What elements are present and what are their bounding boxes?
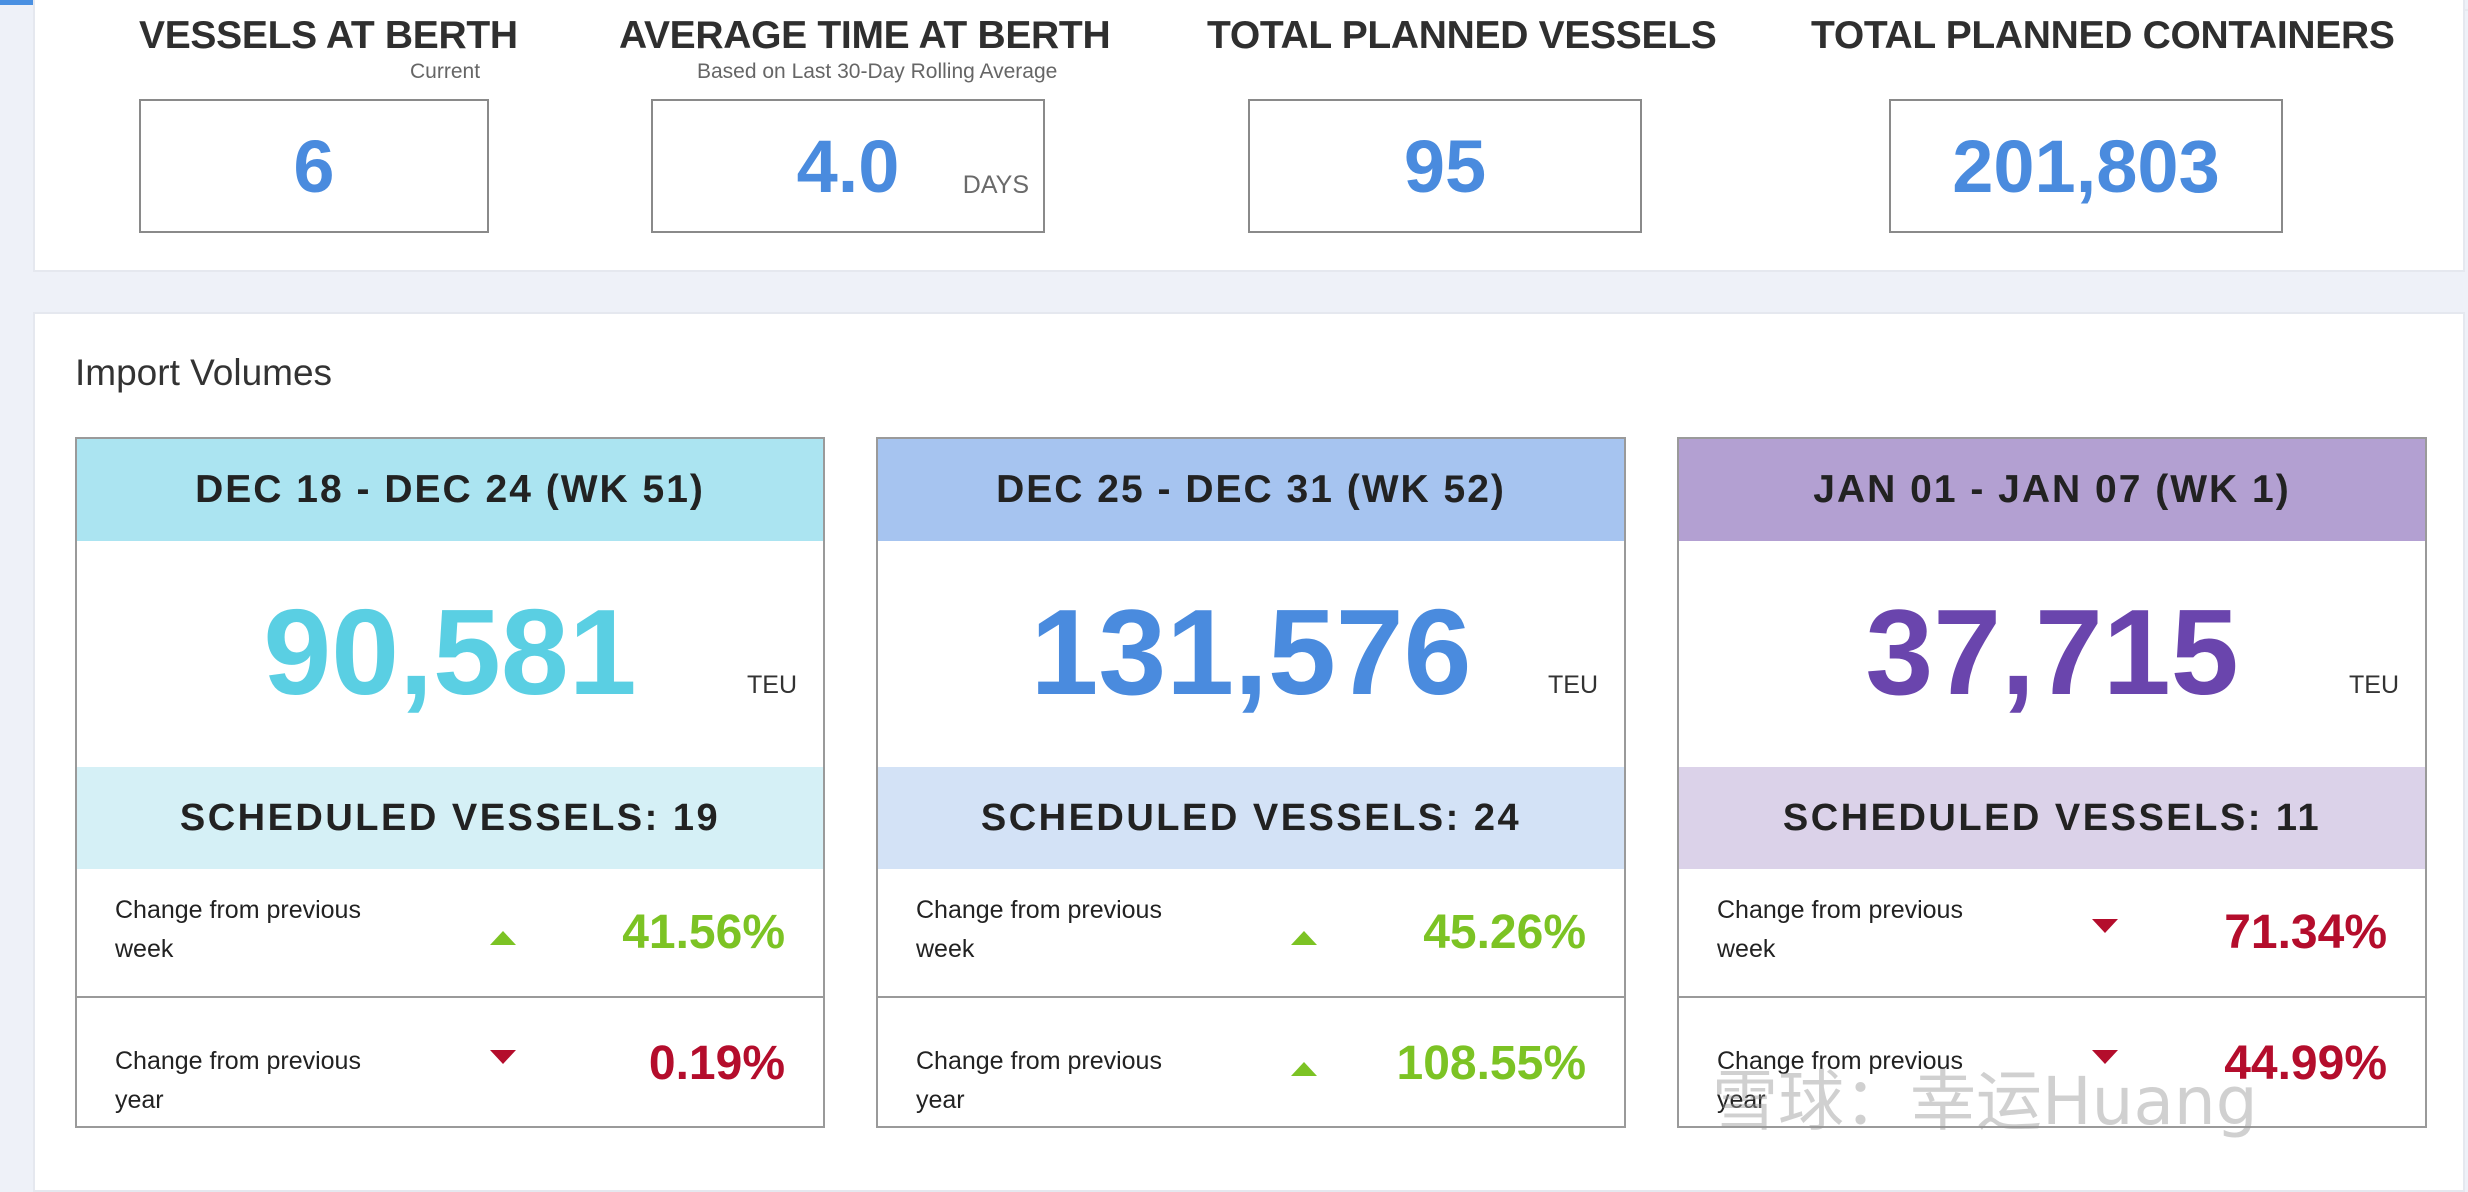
trend-up-icon [1291, 1062, 1317, 1076]
change-row-year: Change from previous year 108.55% [878, 996, 1624, 1125]
change-label: Change from previous week [916, 896, 1162, 963]
stat-value: 4.0 [796, 124, 900, 208]
week-card-wk52: DEC 25 - DEC 31 (WK 52) 131,576 TEU SCHE… [876, 437, 1626, 1128]
change-value: 71.34% [2224, 906, 2387, 959]
week-volume-value: 131,576 [1030, 584, 1472, 720]
stat-value-box: 6 [139, 99, 489, 233]
week-volume-unit: TEU [747, 671, 797, 699]
change-row-week: Change from previous week 71.34% [1679, 869, 2425, 996]
trend-down-icon [2092, 1050, 2118, 1064]
week-volume-area: 37,715 TEU [1679, 541, 2425, 767]
change-row-year: Change from previous year 0.19% [77, 996, 823, 1125]
stat-value-box: 95 [1248, 99, 1642, 233]
week-header: DEC 18 - DEC 24 (WK 51) [77, 439, 823, 541]
stat-title: AVERAGE TIME AT BERTH [619, 14, 1111, 57]
section-title: Import Volumes [75, 352, 333, 393]
change-row-year: Change from previous year 44.99% [1679, 996, 2425, 1125]
week-volume-area: 90,581 TEU [77, 541, 823, 767]
scheduled-vessels: SCHEDULED VESSELS: 11 [1679, 767, 2425, 869]
trend-up-icon [490, 931, 516, 945]
change-value: 44.99% [2224, 1037, 2387, 1090]
change-value: 0.19% [648, 1037, 785, 1090]
stat-subtitle: Based on Last 30-Day Rolling Average [697, 60, 1058, 83]
stat-value: 6 [293, 124, 335, 208]
change-label: Change from previous year [1717, 1047, 1963, 1114]
week-header: JAN 01 - JAN 07 (WK 1) [1679, 439, 2425, 541]
change-value: 108.55% [1396, 1037, 1587, 1090]
change-row-week: Change from previous week 41.56% [77, 869, 823, 996]
stat-value: 201,803 [1952, 124, 2220, 208]
stat-title: TOTAL PLANNED CONTAINERS [1811, 14, 2395, 57]
trend-up-icon [1291, 931, 1317, 945]
stat-title: VESSELS AT BERTH [139, 14, 518, 57]
summary-panel: VESSELS AT BERTH Current 6 AVERAGE TIME … [33, 0, 2465, 272]
change-label: Change from previous year [916, 1047, 1162, 1114]
import-volumes-panel: Import Volumes DEC 18 - DEC 24 (WK 51) 9… [33, 312, 2465, 1192]
week-volume-value: 37,715 [1865, 584, 2239, 720]
week-header: DEC 25 - DEC 31 (WK 52) [878, 439, 1624, 541]
scheduled-vessels: SCHEDULED VESSELS: 24 [878, 767, 1624, 869]
trend-down-icon [2092, 919, 2118, 933]
week-card-wk1: JAN 01 - JAN 07 (WK 1) 37,715 TEU SCHEDU… [1677, 437, 2427, 1128]
change-label: Change from previous week [1717, 896, 1963, 963]
change-value: 41.56% [622, 906, 785, 959]
week-volume-area: 131,576 TEU [878, 541, 1624, 767]
stat-value-box: 201,803 [1889, 99, 2283, 233]
stat-value-box: 4.0 DAYS [651, 99, 1045, 233]
week-volume-unit: TEU [1548, 671, 1598, 699]
stat-unit: DAYS [962, 171, 1029, 199]
change-value: 45.26% [1423, 906, 1586, 959]
change-row-week: Change from previous week 45.26% [878, 869, 1624, 996]
week-card-wk51: DEC 18 - DEC 24 (WK 51) 90,581 TEU SCHED… [75, 437, 825, 1128]
scheduled-vessels: SCHEDULED VESSELS: 19 [77, 767, 823, 869]
stat-value: 95 [1403, 124, 1487, 208]
week-volume-unit: TEU [2349, 671, 2399, 699]
change-label: Change from previous week [115, 896, 361, 963]
trend-down-icon [490, 1050, 516, 1064]
change-label: Change from previous year [115, 1047, 361, 1114]
week-volume-value: 90,581 [263, 584, 637, 720]
stat-subtitle: Current [410, 60, 481, 83]
stat-title: TOTAL PLANNED VESSELS [1207, 14, 1717, 57]
